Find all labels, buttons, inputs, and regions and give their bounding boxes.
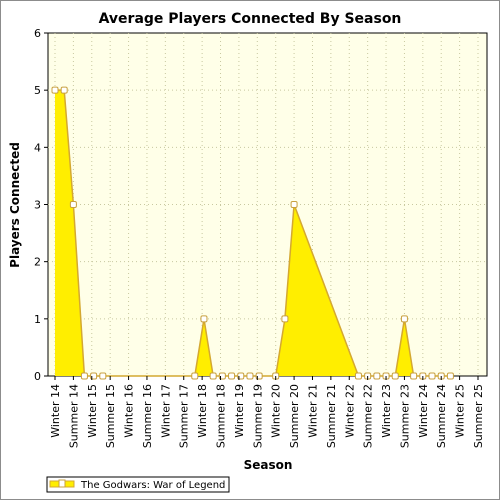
x-tick-label: Winter 25 [454, 384, 467, 438]
x-tick-label: Summer 14 [67, 384, 80, 448]
legend-box [46, 476, 230, 493]
data-point [281, 315, 289, 323]
x-tick-label: Summer 22 [362, 384, 375, 448]
data-point [209, 372, 217, 380]
data-point [191, 372, 199, 380]
data-point [228, 372, 236, 380]
x-tick-label: Winter 14 [49, 384, 62, 438]
x-tick-label: Summer 23 [398, 384, 411, 448]
x-tick-label: Summer 16 [141, 384, 154, 448]
data-point [373, 372, 381, 380]
x-tick-label: Summer 15 [104, 384, 117, 448]
x-tick-label: Winter 18 [196, 384, 209, 438]
data-point [400, 315, 408, 323]
data-point [69, 201, 77, 208]
y-tick-label: 6 [34, 27, 41, 40]
series-line [55, 89, 451, 377]
chart-title: Average Players Connected By Season [99, 11, 402, 27]
data-point [354, 372, 362, 380]
x-tick-label: Winter 21 [306, 384, 319, 438]
x-tick-label: Winter 17 [159, 384, 172, 438]
x-tick-label: Winter 22 [343, 384, 356, 438]
x-tick-label: Winter 24 [417, 384, 430, 438]
data-point [410, 372, 418, 380]
y-tick-label: 3 [34, 199, 41, 212]
y-axis-ticks: 0 1 2 3 4 5 6 [34, 27, 48, 383]
series-area [55, 89, 451, 377]
x-tick-label: Winter 20 [270, 384, 283, 438]
legend-entry-label: The Godwars: War of Legend [80, 480, 225, 491]
x-tick-label: Summer 20 [288, 384, 301, 448]
legend-marker [58, 479, 66, 488]
x-tick-label: Winter 19 [233, 384, 246, 438]
data-point [446, 372, 454, 380]
x-tick-label: Summer 24 [435, 384, 448, 448]
legend: The Godwars: War of Legend [46, 476, 230, 493]
y-tick-label: 1 [34, 313, 41, 326]
x-tick-label: Summer 21 [325, 384, 338, 448]
data-point [60, 86, 68, 94]
y-tick-label: 0 [34, 370, 41, 383]
x-axis-ticks: Winter 14 Summer 14 Winter 15 Summer 15 Wint… [49, 376, 485, 448]
x-tick-label: Summer 25 [472, 384, 485, 448]
data-point [391, 372, 399, 380]
data-point [200, 315, 208, 323]
data-point [290, 201, 298, 208]
data-point [246, 372, 254, 380]
x-tick-label: Winter 16 [123, 384, 136, 438]
y-tick-label: 5 [34, 84, 41, 97]
x-tick-label: Summer 18 [215, 384, 228, 448]
x-tick-label: Summer 19 [251, 384, 264, 448]
x-tick-label: Winter 15 [86, 384, 99, 438]
y-axis-title: Players Connected [8, 142, 22, 268]
y-tick-label: 2 [34, 256, 41, 269]
data-point [99, 372, 107, 380]
data-point [428, 372, 436, 380]
x-tick-label: Summer 17 [178, 384, 191, 448]
y-tick-label: 4 [34, 141, 41, 154]
data-point [80, 372, 88, 380]
x-axis-title: Season [244, 458, 293, 472]
data-point [51, 86, 59, 94]
plot-area [47, 32, 488, 377]
x-tick-label: Winter 23 [380, 384, 393, 438]
